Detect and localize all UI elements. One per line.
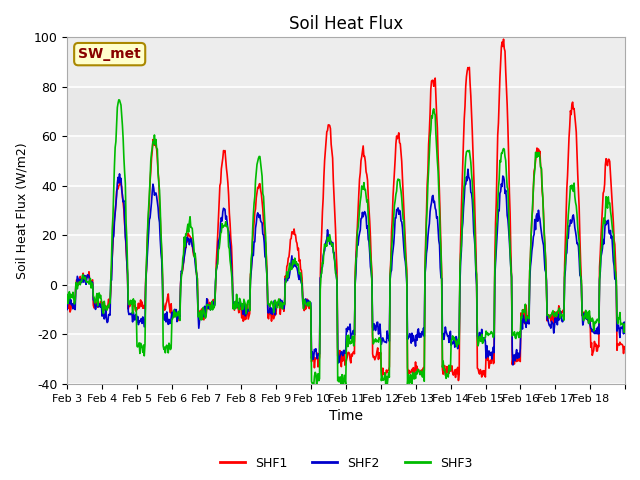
SHF1	[621, 346, 629, 352]
Line: SHF1: SHF1	[67, 39, 625, 381]
SHF2	[280, 306, 288, 312]
SHF1	[129, 300, 136, 305]
SHF3	[339, 387, 347, 393]
SHF3	[115, 97, 123, 103]
SHF1	[259, 206, 267, 212]
SHF3	[621, 321, 629, 326]
SHF3	[63, 292, 71, 298]
SHF3	[129, 296, 137, 302]
SHF1	[404, 365, 412, 371]
Line: SHF3: SHF3	[67, 100, 625, 390]
SHF3	[232, 305, 240, 311]
SHF2	[404, 336, 412, 342]
SHF3	[405, 376, 413, 382]
SHF1	[231, 304, 239, 310]
SHF2	[231, 299, 239, 305]
Bar	[67, 235, 625, 285]
SHF2	[435, 238, 443, 243]
SHF3	[436, 234, 444, 240]
SHF1	[454, 378, 462, 384]
Bar	[67, 136, 625, 186]
Bar	[67, 335, 625, 384]
SHF2	[259, 231, 267, 237]
Title: Soil Heat Flux: Soil Heat Flux	[289, 15, 403, 33]
SHF1	[435, 170, 443, 176]
SHF3	[260, 193, 268, 199]
Line: SHF2: SHF2	[67, 169, 625, 365]
SHF2	[464, 166, 472, 172]
SHF2	[621, 330, 629, 336]
SHF3	[281, 301, 289, 307]
Legend: SHF1, SHF2, SHF3: SHF1, SHF2, SHF3	[215, 452, 477, 475]
SHF2	[129, 319, 136, 325]
SHF1	[280, 309, 288, 314]
X-axis label: Time: Time	[329, 409, 363, 423]
SHF1	[500, 36, 508, 42]
Y-axis label: Soil Heat Flux (W/m2): Soil Heat Flux (W/m2)	[15, 143, 28, 279]
SHF2	[509, 362, 517, 368]
SHF1	[63, 301, 71, 307]
Bar	[67, 37, 625, 87]
Text: SW_met: SW_met	[78, 47, 141, 61]
SHF2	[63, 307, 71, 312]
